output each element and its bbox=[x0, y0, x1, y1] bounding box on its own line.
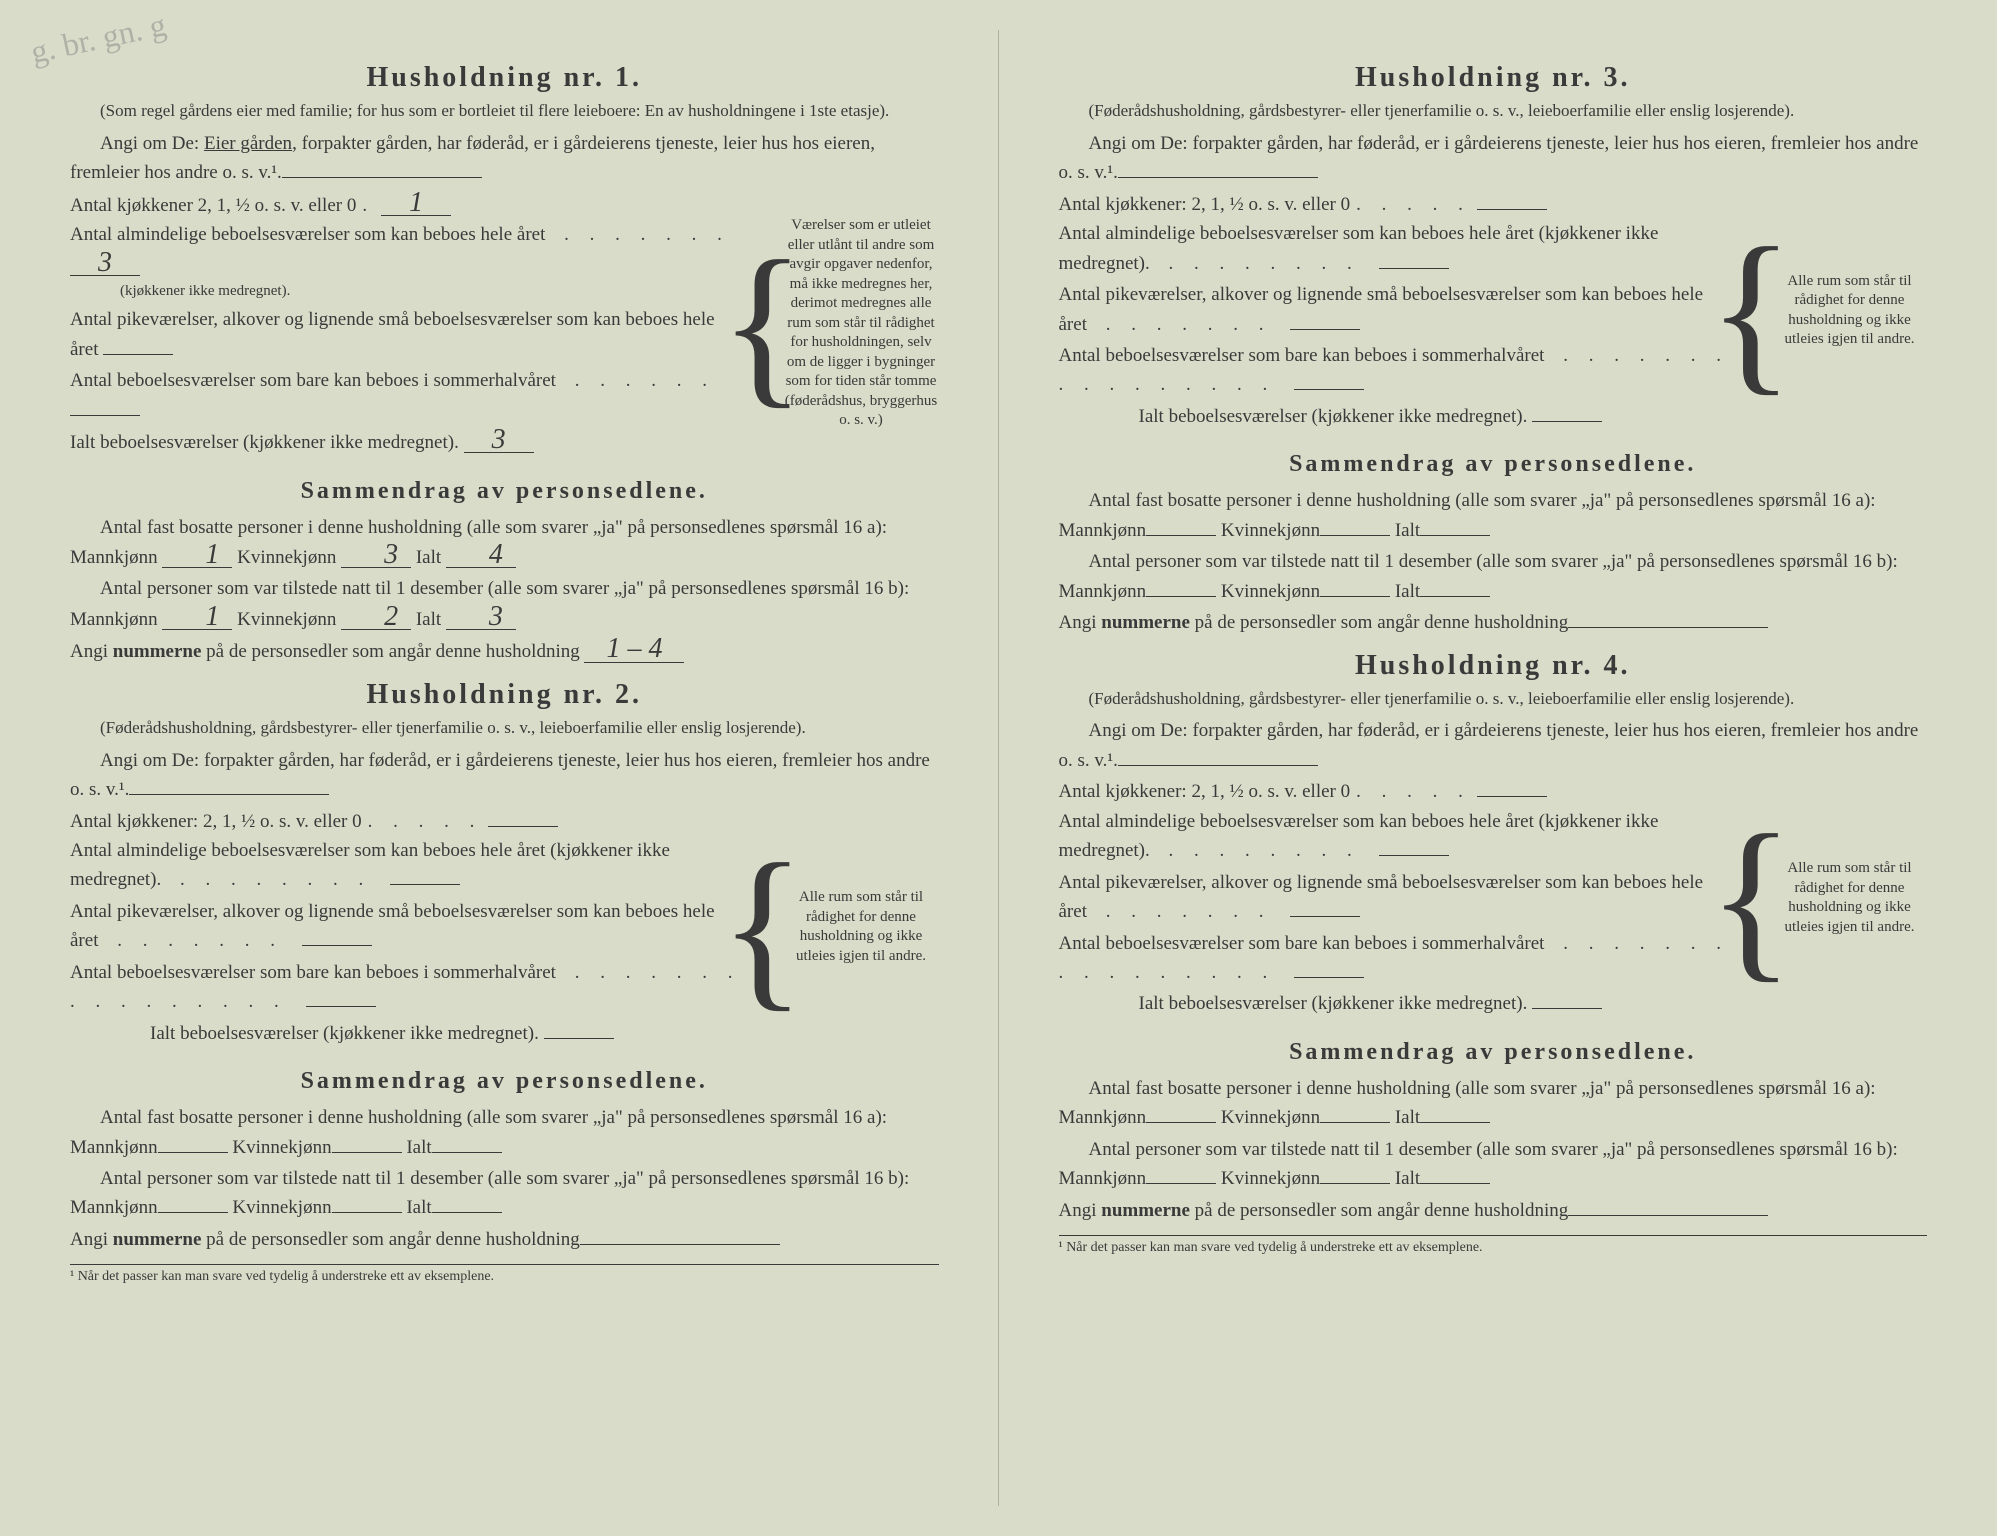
hh4-tilst: Antal personer som var tilstede natt til… bbox=[1059, 1135, 1928, 1194]
hh1-pike: Antal pikeværelser, alkover og lignende … bbox=[70, 305, 742, 364]
hh2-rooms-section: Antal kjøkkener: 2, 1, ½ o. s. v. eller … bbox=[70, 807, 939, 1049]
hh2-title: Husholdning nr. 2. bbox=[70, 679, 939, 711]
hh3-angi: Angi om De: forpakter gården, har føderå… bbox=[1059, 129, 1928, 188]
hh4-num: Angi nummerne på de personsedler som ang… bbox=[1059, 1196, 1928, 1225]
hh2-angi: Angi om De: forpakter gården, har føderå… bbox=[70, 746, 939, 805]
hh2-tilst: Antal personer som var tilstede natt til… bbox=[70, 1164, 939, 1223]
brace-icon: { bbox=[1742, 777, 1760, 1019]
hh2-subtitle: (Føderådshusholdning, gårdsbestyrer- ell… bbox=[70, 717, 939, 740]
hh2-num: Angi nummerne på de personsedler som ang… bbox=[70, 1225, 939, 1254]
right-page: Husholdning nr. 3. (Føderådshusholdning,… bbox=[1029, 30, 1958, 1506]
hh1-num: Angi nummerne på de personsedler som ang… bbox=[70, 636, 939, 666]
hh4-angi: Angi om De: forpakter gården, har føderå… bbox=[1059, 716, 1928, 775]
hh1-alm: Antal almindelige beboelsesværelser som … bbox=[70, 220, 742, 303]
hh1-kjokken: Antal kjøkkener 2, 1, ½ o. s. v. eller 0… bbox=[70, 190, 742, 220]
hh1-samm-title: Sammendrag av personsedlene. bbox=[70, 478, 939, 505]
hh4-rooms-section: Antal kjøkkener: 2, 1, ½ o. s. v. eller … bbox=[1059, 777, 1928, 1019]
hh3-samm-title: Sammendrag av personsedlene. bbox=[1059, 451, 1928, 478]
hh1-angi: Angi om De: Eier gården, forpakter gårde… bbox=[70, 129, 939, 188]
hh4-title: Husholdning nr. 4. bbox=[1059, 650, 1928, 682]
hh2-samm-title: Sammendrag av personsedlene. bbox=[70, 1068, 939, 1095]
hh1-ialt: Ialt beboelsesværelser (kjøkkener ikke m… bbox=[70, 427, 742, 457]
hh3-subtitle: (Føderådshusholdning, gårdsbestyrer- ell… bbox=[1059, 100, 1928, 123]
hh3-tilst: Antal personer som var tilstede natt til… bbox=[1059, 547, 1928, 606]
hh4-samm-title: Sammendrag av personsedlene. bbox=[1059, 1039, 1928, 1066]
hh1-fast: Antal fast bosatte personer i denne hush… bbox=[70, 513, 939, 573]
hh3-num: Angi nummerne på de personsedler som ang… bbox=[1059, 608, 1928, 637]
hh2-right-note: Alle rum som står til rådighet for denne… bbox=[784, 807, 939, 1049]
brace-icon: { bbox=[754, 190, 772, 458]
hh3-fast: Antal fast bosatte personer i denne hush… bbox=[1059, 486, 1928, 545]
footnote-right: ¹ Når det passer kan man svare ved tydel… bbox=[1059, 1235, 1928, 1256]
hh3-title: Husholdning nr. 3. bbox=[1059, 62, 1928, 94]
hh1-tilst: Antal personer som var tilstede natt til… bbox=[70, 574, 939, 634]
hh1-subtitle: (Som regel gårdens eier med familie; for… bbox=[70, 100, 939, 123]
hh4-right-note: Alle rum som står til rådighet for denne… bbox=[1772, 777, 1927, 1019]
hh1-title: Husholdning nr. 1. bbox=[70, 62, 939, 94]
hh1-right-note: Værelser som er utleiet eller utlånt til… bbox=[784, 190, 939, 458]
brace-icon: { bbox=[1742, 190, 1760, 432]
hh2-fast: Antal fast bosatte personer i denne hush… bbox=[70, 1103, 939, 1162]
hh3-right-note: Alle rum som står til rådighet for denne… bbox=[1772, 190, 1927, 432]
brace-icon: { bbox=[754, 807, 772, 1049]
hh4-subtitle: (Føderådshusholdning, gårdsbestyrer- ell… bbox=[1059, 688, 1928, 711]
hh1-sommer: Antal beboelsesværelser som bare kan beb… bbox=[70, 366, 742, 425]
hh1-rooms-section: Antal kjøkkener 2, 1, ½ o. s. v. eller 0… bbox=[70, 190, 939, 458]
hh3-rooms-section: Antal kjøkkener: 2, 1, ½ o. s. v. eller … bbox=[1059, 190, 1928, 432]
footnote-left: ¹ Når det passer kan man svare ved tydel… bbox=[70, 1264, 939, 1285]
hh4-fast: Antal fast bosatte personer i denne hush… bbox=[1059, 1074, 1928, 1133]
left-page: g. br. gn. g Husholdning nr. 1. (Som reg… bbox=[40, 30, 969, 1506]
